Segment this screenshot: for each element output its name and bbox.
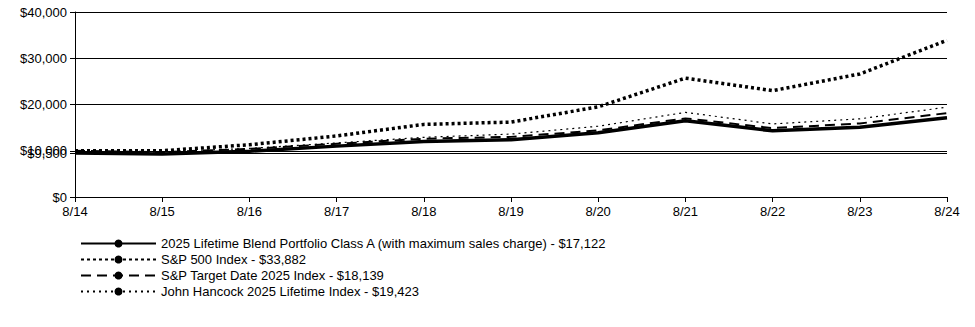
svg-text:$0: $0 (53, 190, 67, 205)
svg-text:8/17: 8/17 (324, 204, 349, 219)
svg-text:8/19: 8/19 (498, 204, 523, 219)
svg-text:$20,000: $20,000 (20, 97, 67, 112)
svg-text:$30,000: $30,000 (20, 51, 67, 66)
svg-text:8/24: 8/24 (934, 204, 959, 219)
svg-text:8/20: 8/20 (586, 204, 611, 219)
svg-text:8/18: 8/18 (411, 204, 436, 219)
svg-text:S&P 500 Index - $33,882: S&P 500 Index - $33,882 (161, 252, 306, 267)
svg-text:8/21: 8/21 (673, 204, 698, 219)
svg-text:8/16: 8/16 (237, 204, 262, 219)
svg-text:$10,000: $10,000 (20, 143, 67, 158)
svg-text:John Hancock 2025 Lifetime Ind: John Hancock 2025 Lifetime Index - $19,4… (161, 284, 419, 299)
svg-text:S&P Target Date 2025 Index - $: S&P Target Date 2025 Index - $18,139 (161, 268, 384, 283)
svg-text:8/14: 8/14 (62, 204, 87, 219)
svg-text:8/23: 8/23 (847, 204, 872, 219)
svg-text:2025 Lifetime Blend Portfolio: 2025 Lifetime Blend Portfolio Class A (w… (161, 236, 605, 251)
svg-text:$40,000: $40,000 (20, 5, 67, 20)
svg-text:8/15: 8/15 (150, 204, 175, 219)
svg-text:8/22: 8/22 (760, 204, 785, 219)
